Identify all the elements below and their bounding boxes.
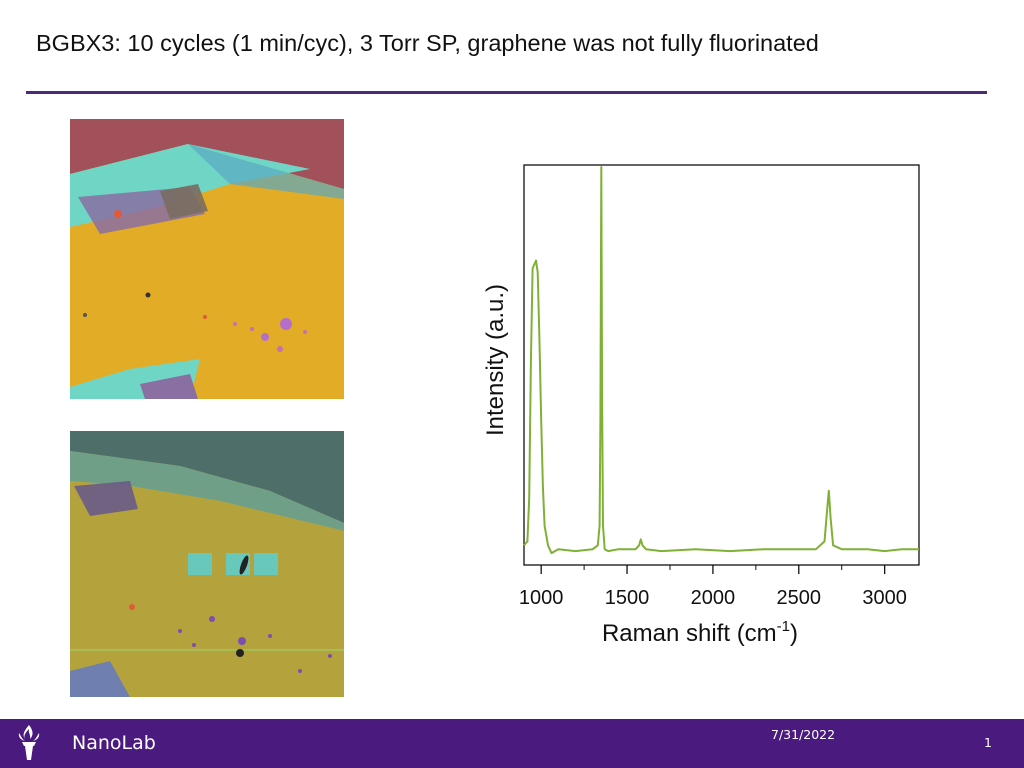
footer-bar: NanoLab 7/31/2022 1 — [0, 719, 1024, 768]
footer-date: 7/31/2022 — [771, 727, 836, 742]
micrograph-bottom — [70, 431, 344, 697]
x-tick-label: 1000 — [519, 587, 564, 609]
x-axis-label-text: Raman shift (cm — [602, 620, 777, 647]
x-axis-label-suffix: ) — [790, 620, 798, 647]
x-tick-label: 1500 — [605, 587, 650, 609]
title-divider — [26, 91, 987, 94]
footer-brand: NanoLab — [72, 732, 156, 754]
x-axis-label: Raman shift (cm-1) — [602, 618, 798, 647]
raman-spectrum-line — [523, 166, 919, 555]
x-axis-label-superscript: -1 — [777, 618, 790, 635]
y-axis-label: Intensity (a.u.) — [482, 284, 509, 436]
raman-chart: 1000 1500 2000 2500 3000 Intensity (a.u.) Ra… — [460, 150, 940, 665]
x-tick-label: 2500 — [777, 587, 822, 609]
x-tick-label: 2000 — [691, 587, 736, 609]
slide-title: BGBX3: 10 cycles (1 min/cyc), 3 Torr SP,… — [36, 30, 819, 56]
micrograph-top — [70, 119, 344, 399]
page-number: 1 — [984, 735, 992, 750]
plot-frame — [523, 164, 920, 566]
x-tick-label: 3000 — [862, 587, 907, 609]
torch-icon — [14, 723, 44, 768]
